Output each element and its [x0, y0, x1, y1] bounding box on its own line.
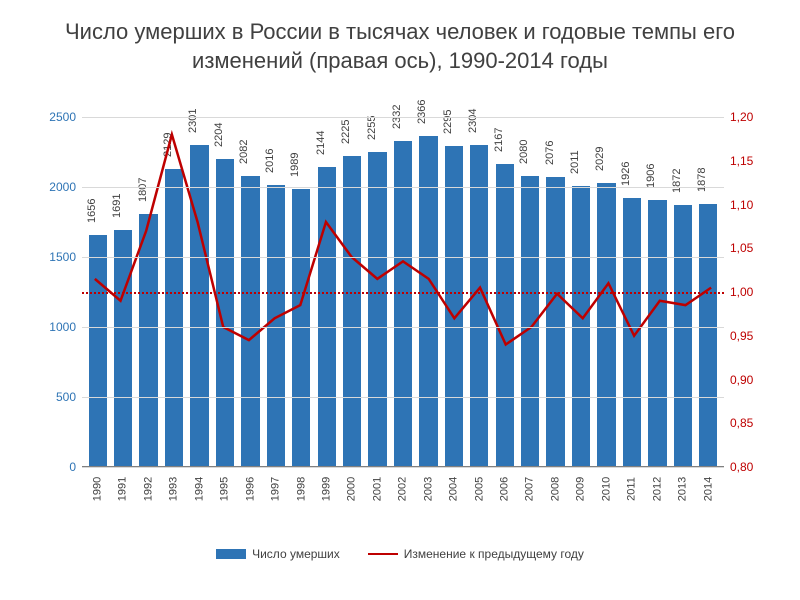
x-tick: 2010: [600, 476, 612, 501]
x-tick: 1994: [193, 476, 205, 501]
x-tick: 2004: [448, 476, 460, 501]
x-tick: 2001: [372, 476, 384, 501]
y-left-tick: 2000: [34, 180, 82, 194]
x-tick: 2013: [677, 476, 689, 501]
x-tick: 2000: [346, 476, 358, 501]
y-left-tick: 1000: [34, 320, 82, 334]
x-tick: 2009: [575, 476, 587, 501]
x-tick: 1999: [321, 476, 333, 501]
y-right-tick: 0,80: [724, 460, 770, 474]
y-left-tick: 2500: [34, 110, 82, 124]
legend-line-swatch: [368, 553, 398, 555]
x-tick: 1991: [117, 476, 129, 501]
y-left-tick: 500: [34, 390, 82, 404]
x-tick: 1998: [295, 476, 307, 501]
x-tick: 1992: [143, 476, 155, 501]
x-tick: 2002: [397, 476, 409, 501]
y-right-tick: 1,10: [724, 198, 770, 212]
reference-line: [82, 292, 724, 294]
x-tick: 2011: [626, 476, 638, 501]
y-right-tick: 0,90: [724, 373, 770, 387]
legend-line-label: Изменение к предыдущему году: [404, 547, 584, 561]
x-tick: 2005: [473, 476, 485, 501]
legend-line: Изменение к предыдущему году: [368, 547, 584, 561]
chart-title: Число умерших в России в тысячах человек…: [30, 18, 770, 75]
y-left-tick: 1500: [34, 250, 82, 264]
y-right-tick: 1,00: [724, 285, 770, 299]
legend-bar-label: Число умерших: [252, 547, 340, 561]
y-left-tick: 0: [34, 460, 82, 474]
legend: Число умерших Изменение к предыдущему го…: [30, 547, 770, 561]
x-tick: 1993: [168, 476, 180, 501]
y-right-tick: 1,20: [724, 110, 770, 124]
y-right-tick: 0,95: [724, 329, 770, 343]
gridline: [82, 117, 724, 118]
x-tick: 2003: [422, 476, 434, 501]
chart: 1656169118072129230122042082201619892144…: [30, 87, 770, 507]
trend-line: [95, 135, 711, 345]
gridline: [82, 397, 724, 398]
x-tick: 1990: [92, 476, 104, 501]
legend-bars: Число умерших: [216, 547, 340, 561]
y-right-tick: 1,15: [724, 154, 770, 168]
x-tick: 1997: [270, 476, 282, 501]
gridline: [82, 467, 724, 468]
gridline: [82, 187, 724, 188]
x-tick: 2006: [499, 476, 511, 501]
gridline: [82, 327, 724, 328]
y-right-tick: 0,85: [724, 416, 770, 430]
x-tick: 1995: [219, 476, 231, 501]
x-tick: 2012: [651, 476, 663, 501]
x-tick: 2007: [524, 476, 536, 501]
x-tick: 1996: [244, 476, 256, 501]
gridline: [82, 257, 724, 258]
x-tick: 2014: [702, 476, 714, 501]
x-tick: 2008: [550, 476, 562, 501]
y-right-tick: 1,05: [724, 241, 770, 255]
legend-bar-swatch: [216, 549, 246, 559]
